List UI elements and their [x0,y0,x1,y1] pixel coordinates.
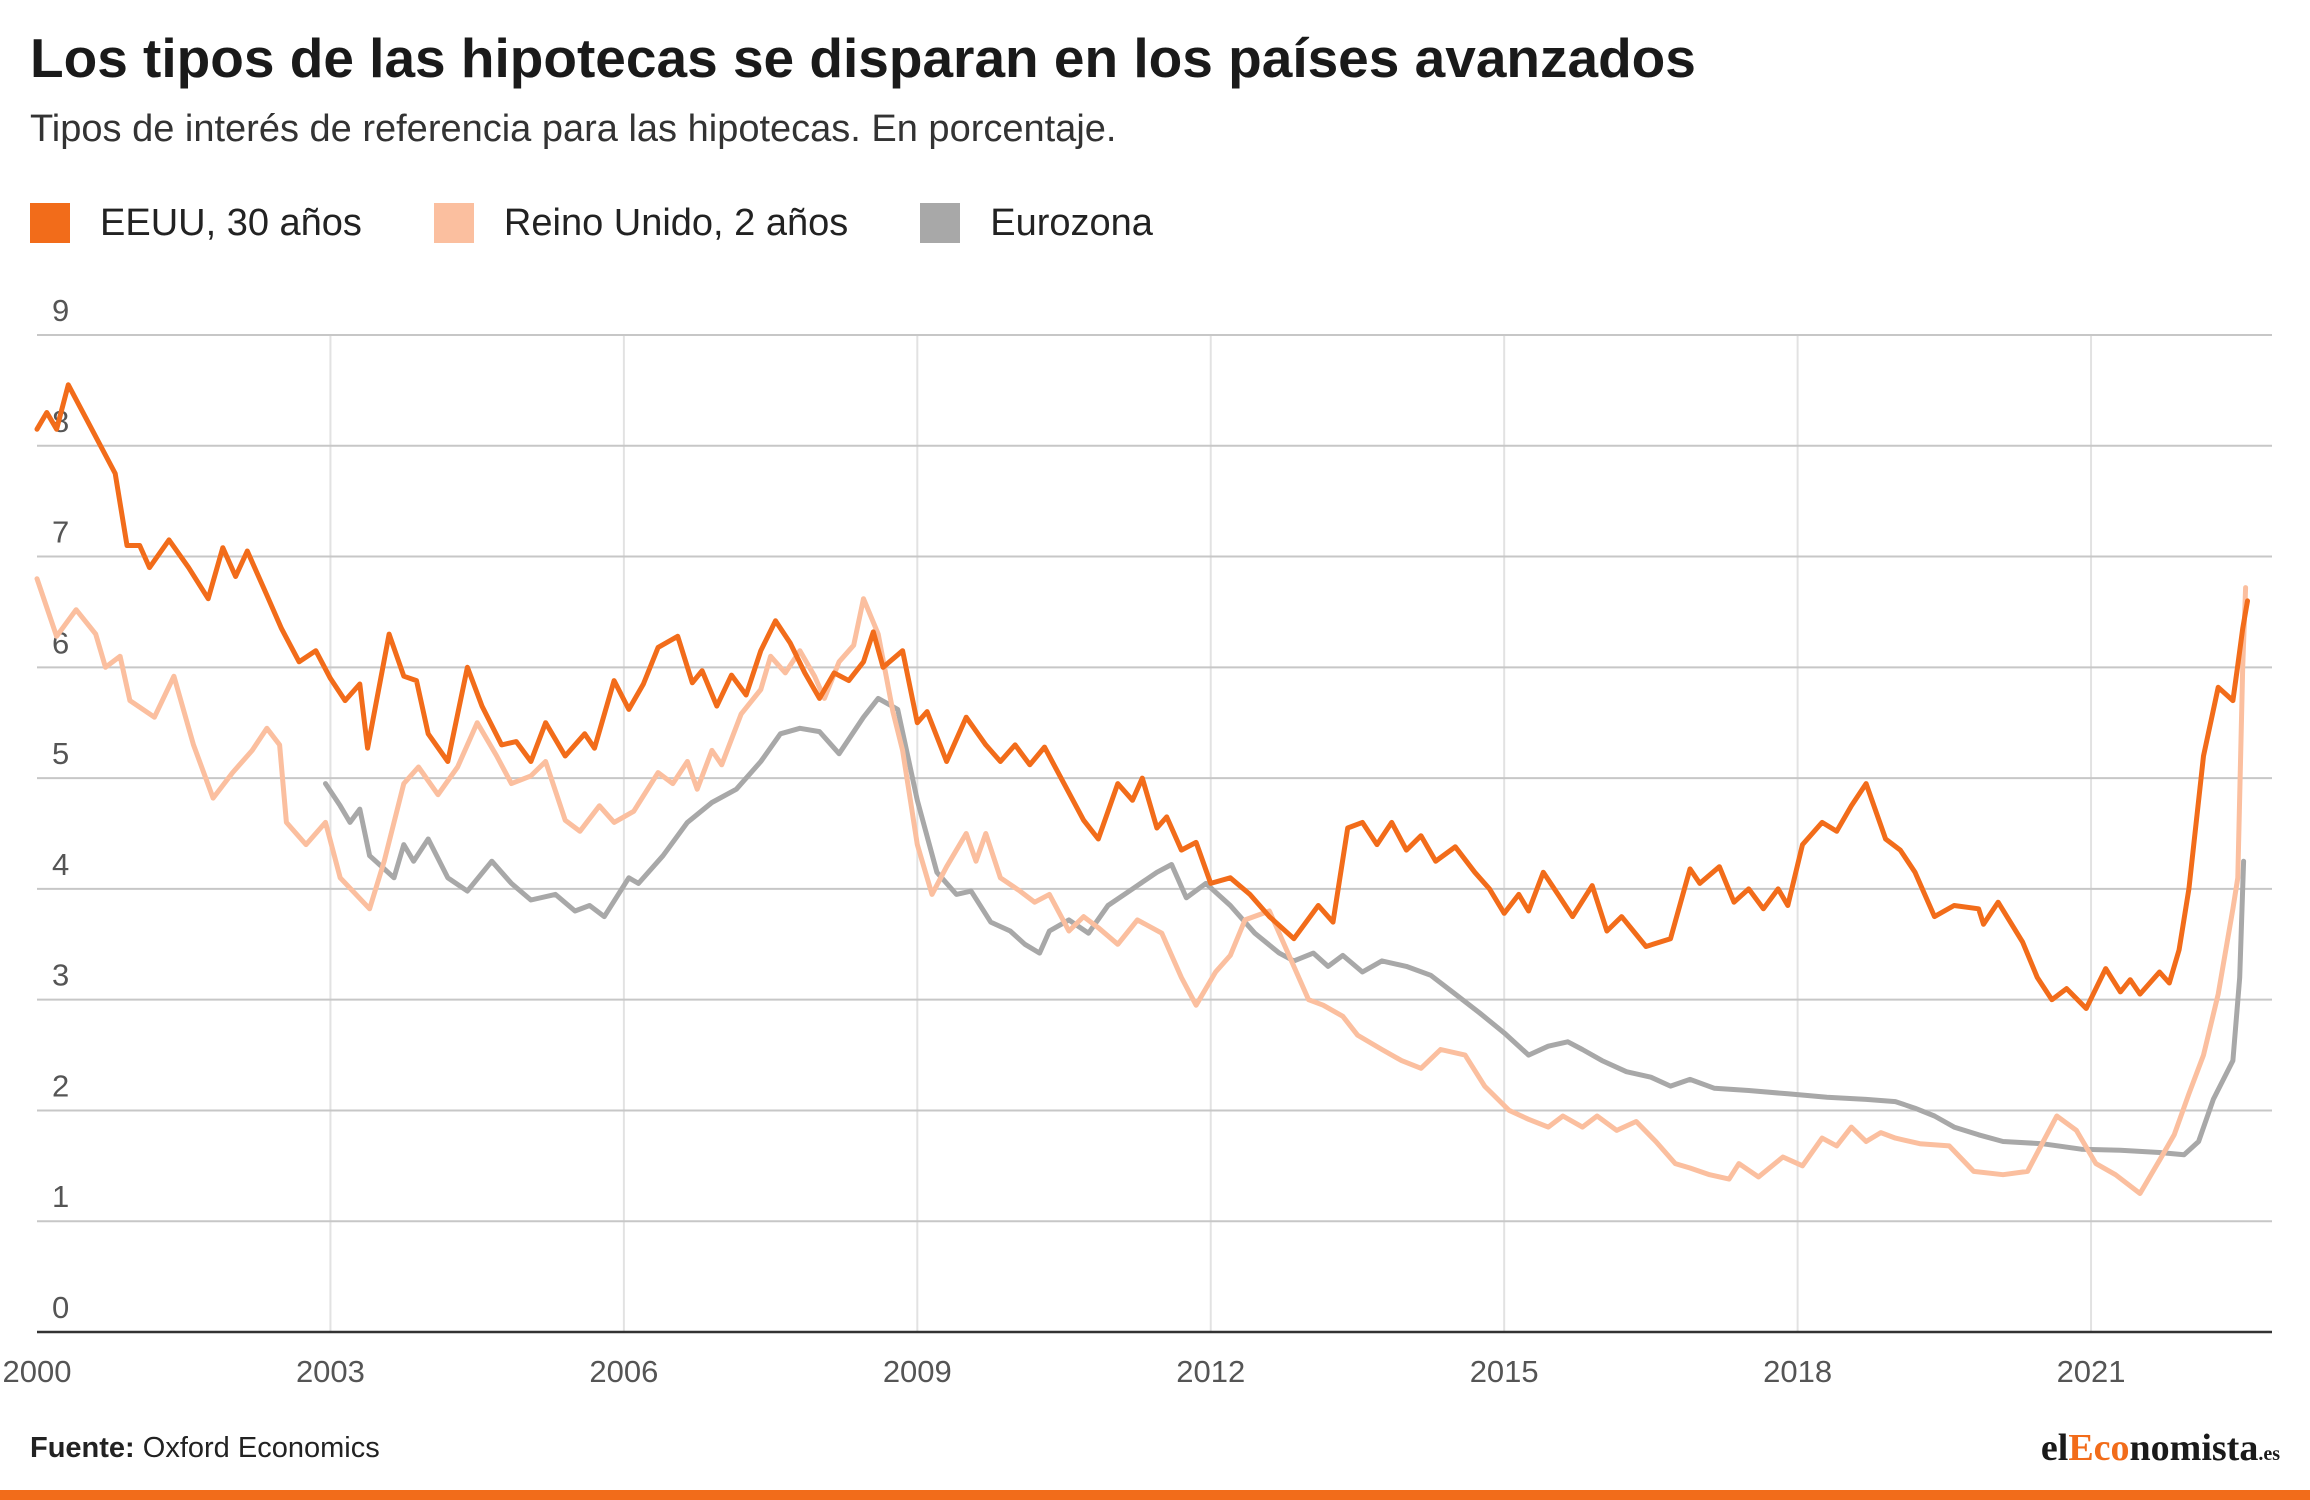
y-tick-1: 1 [52,1179,69,1214]
chart-title: Los tipos de las hipotecas se disparan e… [30,27,1696,89]
legend-item-reino-unido: Reino Unido, 2 años [433,201,849,245]
bottom-accent-bar [0,1490,2310,1500]
y-tick-4: 4 [52,847,69,882]
legend-item-eurozona: Eurozona [920,202,1153,245]
line-chart: 2000 2003 2006 2009 2012 2015 2018 202101234567… [3,293,2272,1389]
brand-accent: Eco [2068,1427,2130,1469]
series-line-ez [323,695,2247,1158]
y-tick-5: 5 [52,736,69,771]
brand-logo: elEconomista.es [2041,1426,2280,1470]
legend-swatch-eurozona [920,203,961,243]
brand-tld: .es [2258,1443,2280,1465]
x-tick-2012: 2012 [1176,1354,1245,1389]
y-tick-3: 3 [52,958,69,993]
legend-item-eeuu: EEUU, 30 años [30,202,362,245]
y-tick-0: 0 [52,1290,69,1325]
source-text: Oxford Economics [142,1432,380,1464]
legend: EEUU, 30 años Reino Unido, 2 años Eurozo… [30,198,1225,248]
series-line-us [34,382,2250,1011]
y-tick-2: 2 [52,1068,69,1103]
series-lines [34,382,2250,1196]
series-line-uk [34,576,2249,1196]
legend-swatch-eeuu [30,203,70,243]
x-tick-2000: 2000 [3,1354,72,1389]
x-tick-2021: 2021 [2057,1354,2126,1389]
y-tick-9: 9 [52,293,69,328]
brand-prefix: el [2040,1427,2069,1469]
legend-label-eeuu: EEUU, 30 años [100,201,362,244]
x-tick-2015: 2015 [1470,1354,1539,1389]
legend-swatch-reino-unido [433,203,474,243]
source-note: Fuente: Oxford Economics [30,1432,380,1465]
grid [37,334,2272,1334]
x-tick-2006: 2006 [589,1354,658,1389]
brand-rest: nomista [2129,1427,2259,1469]
source-label: Fuente: [30,1432,135,1464]
y-tick-7: 7 [52,515,69,550]
x-tick-2018: 2018 [1763,1354,1832,1389]
x-tick-2003: 2003 [296,1354,365,1389]
axis-labels: 2000 2003 2006 2009 2012 2015 2018 202101234567… [3,293,2126,1389]
chart-subtitle: Tipos de interés de referencia para las … [30,108,1117,150]
legend-label-reino-unido: Reino Unido, 2 años [503,201,849,244]
legend-label-eurozona: Eurozona [990,201,1153,244]
x-tick-2009: 2009 [883,1354,952,1389]
